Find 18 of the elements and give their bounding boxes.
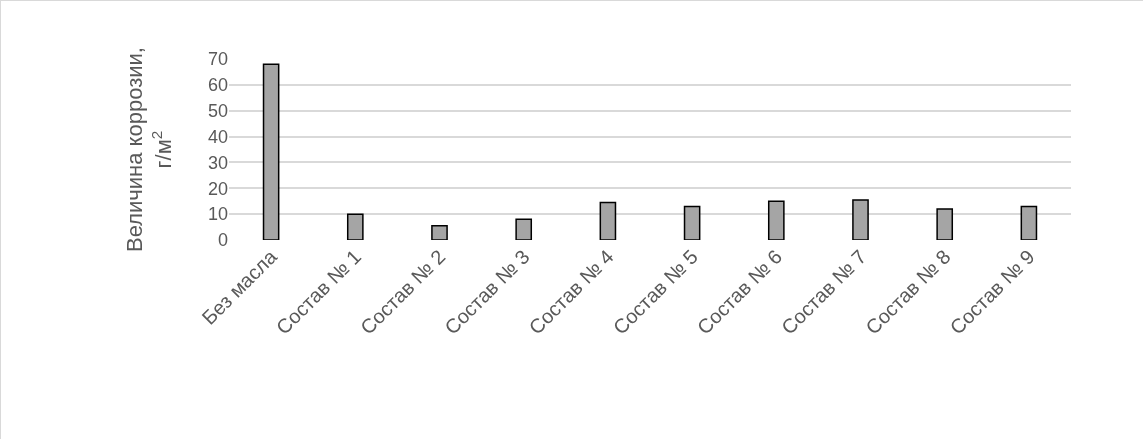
bar	[515, 218, 533, 240]
y-tick-label: 70	[207, 49, 228, 70]
bar	[1020, 205, 1038, 240]
bar	[852, 199, 869, 240]
y-tick-label: 20	[207, 178, 228, 199]
y-tick-label: 0	[217, 230, 228, 251]
bar	[599, 201, 617, 240]
bar	[936, 208, 954, 240]
bar	[431, 225, 448, 240]
bar	[346, 213, 364, 240]
bar	[683, 205, 701, 240]
bar	[262, 63, 280, 240]
y-tick-label: 50	[207, 101, 228, 122]
y-tick-label: 10	[207, 204, 228, 225]
y-tick-label: 60	[207, 75, 228, 96]
bar	[767, 200, 785, 240]
y-tick-label: 40	[207, 126, 228, 147]
y-tick-label: 30	[207, 152, 228, 173]
